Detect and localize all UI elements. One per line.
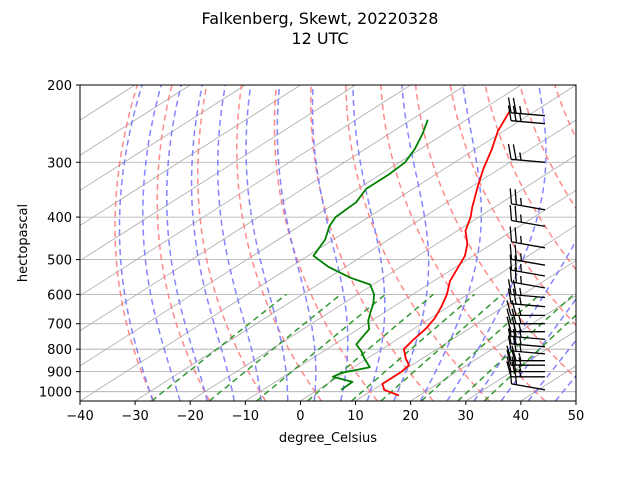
x-tick-label: −10 bbox=[232, 409, 259, 424]
y-axis-label: hectopascal bbox=[16, 204, 31, 282]
x-axis-label: degree_Celsius bbox=[279, 431, 377, 446]
chart-subtitle: 12 UTC bbox=[291, 29, 348, 48]
y-tick-label: 800 bbox=[47, 343, 72, 358]
x-tick-label: 50 bbox=[568, 409, 585, 424]
y-tick-label: 500 bbox=[47, 254, 72, 269]
x-tick-label: 30 bbox=[458, 409, 475, 424]
x-tick-label: 40 bbox=[513, 409, 530, 424]
x-tick-label: 0 bbox=[296, 409, 304, 424]
x-tick-label: −40 bbox=[66, 409, 93, 424]
y-tick-label: 200 bbox=[47, 79, 72, 94]
y-tick-label: 1000 bbox=[39, 386, 72, 401]
chart-title: Falkenberg, Skewt, 20220328 bbox=[202, 9, 439, 28]
x-tick-label: −30 bbox=[121, 409, 148, 424]
y-tick-label: 600 bbox=[47, 288, 72, 303]
x-tick-label: 10 bbox=[347, 409, 364, 424]
x-tick-label: −20 bbox=[177, 409, 204, 424]
y-tick-label: 700 bbox=[47, 318, 72, 333]
x-tick-label: 20 bbox=[402, 409, 419, 424]
y-tick-label: 300 bbox=[47, 156, 72, 171]
y-tick-label: 900 bbox=[47, 366, 72, 381]
y-tick-label: 400 bbox=[47, 211, 72, 226]
